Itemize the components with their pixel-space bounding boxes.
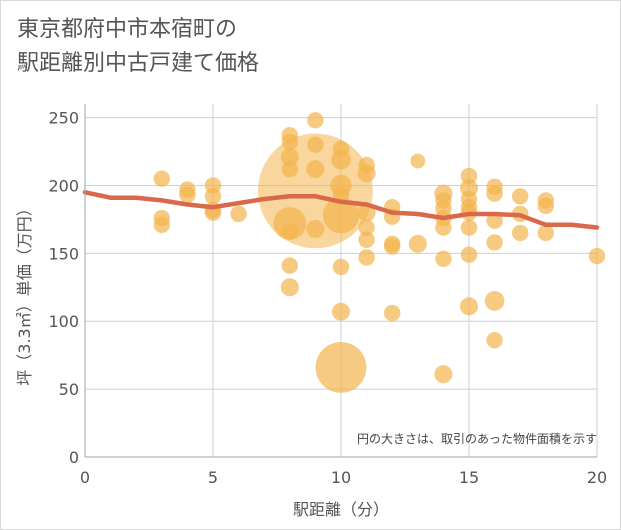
chart-title: 東京都府中市本宿町の 駅距離別中古戸建て価格 — [17, 13, 259, 81]
y-tick-label: 250 — [48, 109, 79, 128]
scatter-point — [179, 186, 196, 204]
y-tick-label: 50 — [59, 380, 79, 399]
scatter-point — [410, 153, 426, 169]
scatter-point — [281, 133, 298, 151]
scatter-point — [435, 250, 452, 267]
scatter-point — [281, 223, 298, 240]
scatter-point — [281, 257, 298, 274]
scatter-point — [588, 247, 606, 265]
scatter-point — [434, 365, 453, 384]
scatter-point — [322, 197, 360, 234]
trend-line — [82, 190, 600, 230]
trend-line-group — [82, 190, 600, 230]
scatter-point — [537, 224, 554, 242]
scatter-point — [486, 234, 503, 251]
chart-title-line-1: 東京都府中市本宿町の — [17, 17, 238, 42]
scatter-point — [408, 234, 427, 253]
scatter-point — [512, 188, 529, 205]
scatter-point — [460, 167, 478, 185]
x-tick-label: 0 — [80, 468, 90, 487]
scatter-point — [307, 112, 324, 129]
scatter-point — [358, 219, 375, 236]
scatter-point — [486, 212, 503, 229]
scatter-point — [486, 185, 503, 202]
scatter-point — [331, 302, 351, 321]
y-tick-label: 0 — [69, 448, 79, 467]
scatter-point — [280, 147, 299, 166]
chart-title-line-2: 駅距離別中古戸建て価格 — [17, 51, 260, 76]
scatter-point — [384, 304, 401, 322]
y-axis-title: 坪（3.3㎡）単価（万円） — [15, 200, 34, 385]
y-tick-label: 100 — [48, 312, 79, 331]
scatter-point — [486, 332, 503, 349]
scatter-point — [315, 341, 367, 393]
scatter-point — [358, 156, 375, 174]
scatter-point — [358, 231, 375, 248]
scatter-point — [332, 258, 350, 276]
scatter-point — [460, 219, 478, 236]
data-points — [153, 112, 606, 393]
size-legend-note: 円の大きさは、取引のあった物件面積を示す — [357, 431, 597, 446]
y-tick-label: 200 — [48, 176, 79, 195]
x-tick-label: 20 — [587, 468, 607, 487]
scatter-point — [384, 238, 401, 255]
scatter-point — [230, 205, 247, 223]
scatter-point — [512, 224, 529, 242]
scatter-point — [306, 160, 325, 179]
scatter-point — [280, 278, 299, 297]
scatter-point — [281, 160, 298, 178]
x-tick-label: 5 — [208, 468, 218, 487]
scatter-point — [537, 197, 554, 215]
scatter-point — [153, 170, 170, 187]
scatter-point — [460, 246, 478, 263]
scatter-point — [332, 140, 350, 158]
scatter-point — [306, 219, 325, 238]
scatter-point — [153, 216, 170, 234]
x-tick-label: 10 — [331, 468, 351, 487]
x-axis-title: 駅距離（分） — [293, 500, 389, 519]
scatter-point — [435, 219, 452, 236]
y-tick-label: 150 — [48, 244, 79, 263]
scatter-point — [204, 188, 222, 205]
x-tick-label: 15 — [459, 468, 479, 487]
scatter-point — [358, 249, 375, 266]
scatter-point — [459, 297, 479, 316]
scatter-point — [307, 136, 324, 153]
scatter-point — [484, 291, 505, 311]
